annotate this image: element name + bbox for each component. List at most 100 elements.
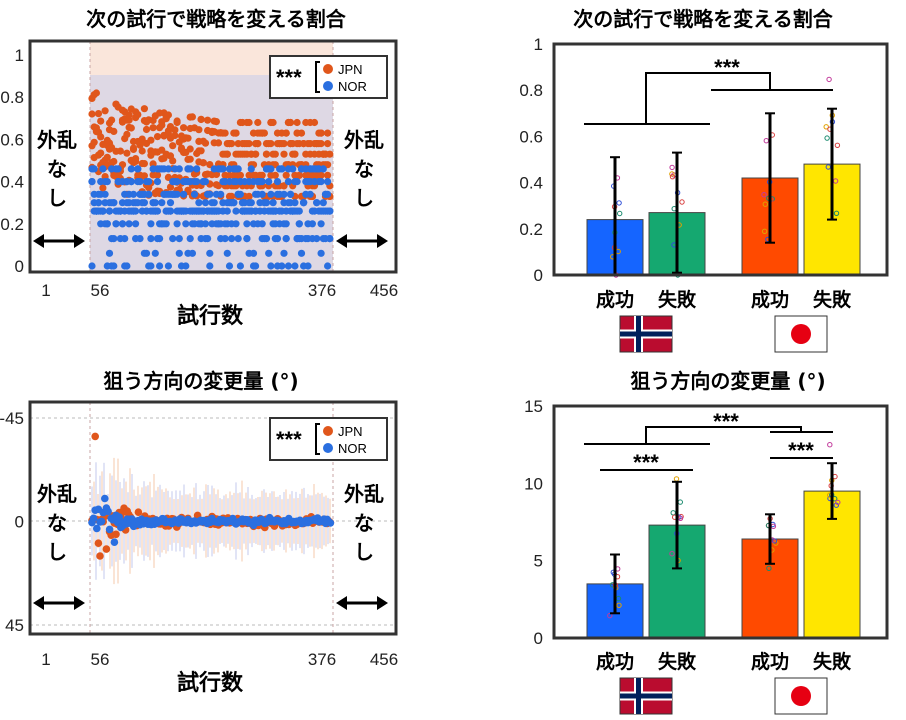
- data-point-nor: [258, 178, 266, 186]
- data-point-nor: [236, 190, 244, 198]
- data-point-nor: [313, 199, 321, 207]
- x-tick-label: 56: [91, 281, 110, 300]
- data-point-nor: [219, 165, 227, 173]
- category-label: 失敗: [658, 650, 697, 673]
- data-point-nor: [228, 235, 236, 243]
- data-point-jpn: [90, 138, 98, 146]
- y-tick-label: 0.4: [0, 173, 24, 192]
- data-point-nor: [247, 199, 255, 207]
- data-point-jpn: [258, 171, 266, 179]
- data-point-nor: [166, 207, 175, 215]
- data-point-jpn: [317, 140, 325, 148]
- data-point-nor: [175, 165, 183, 173]
- data-point-nor: [132, 207, 140, 215]
- data-point-nor: [258, 190, 266, 198]
- data-point-nor: [297, 249, 306, 257]
- subject-dot: [833, 502, 839, 508]
- significance-bracket: [584, 426, 833, 445]
- data-point-jpn: [102, 545, 111, 553]
- data-point-nor: [162, 220, 170, 228]
- x-axis-label: 試行数: [177, 303, 244, 329]
- data-point-nor: [105, 249, 114, 257]
- subject-dot: [762, 201, 768, 207]
- data-point-nor: [156, 235, 164, 243]
- subject-dot: [827, 442, 833, 448]
- legend-label-nor: NOR: [338, 441, 367, 456]
- data-point-nor: [188, 249, 196, 257]
- data-point-nor: [262, 199, 271, 207]
- data-point-nor: [193, 165, 201, 173]
- subject-dot: [673, 476, 680, 482]
- japan-flag: [774, 677, 828, 715]
- x-tick-label: 376: [308, 650, 336, 669]
- category-label: 失敗: [813, 650, 852, 673]
- data-point-jpn: [127, 124, 135, 132]
- data-point-nor: [291, 199, 299, 207]
- data-point-jpn: [138, 147, 146, 155]
- data-point-jpn: [123, 149, 131, 157]
- double-arrow-right: [336, 234, 388, 248]
- data-point-nor: [319, 199, 327, 207]
- data-point-jpn: [101, 107, 109, 115]
- data-point-nor: [156, 262, 164, 270]
- data-point-jpn: [97, 149, 105, 157]
- chart-title: 次の試行で戦略を変える割合: [86, 7, 346, 31]
- data-point-jpn: [324, 140, 332, 148]
- data-point-nor: [278, 262, 286, 270]
- data-point-jpn: [125, 116, 133, 124]
- data-point-jpn: [206, 161, 214, 169]
- subject-dot: [763, 138, 769, 144]
- data-point-jpn: [97, 117, 105, 125]
- data-point-jpn: [140, 105, 148, 113]
- data-point-jpn: [286, 118, 295, 127]
- data-point-jpn: [254, 140, 262, 148]
- side-note-line-1: 外乱: [37, 128, 77, 152]
- data-point-nor: [206, 262, 214, 270]
- data-point-jpn: [267, 140, 275, 148]
- data-point-nor: [101, 190, 109, 198]
- data-point-jpn: [166, 183, 175, 191]
- data-point-nor: [252, 262, 260, 270]
- data-point-nor: [280, 190, 288, 198]
- side-note-line-3: し: [47, 540, 67, 564]
- panel-aim-change-bars: 狙う方向の変更量 (°) 0 5 10 15 *** *** *** 成功 失敗 成功 失敗: [524, 369, 889, 715]
- data-point-nor: [324, 262, 332, 270]
- data-point-nor: [201, 220, 210, 228]
- x-tick-label: 56: [91, 650, 110, 669]
- data-point-jpn: [317, 129, 325, 137]
- data-point-jpn: [280, 150, 288, 158]
- data-point-nor: [175, 235, 183, 243]
- data-point-nor: [180, 190, 188, 198]
- side-note-line-2: な: [47, 511, 67, 535]
- data-point-jpn: [199, 159, 207, 167]
- significance-label: ***: [713, 409, 739, 434]
- data-point-jpn: [245, 192, 253, 200]
- panel-switch-rate-bars: 次の試行で戦略を変える割合 0 0.2 0.4 0.6 0.8 1 *** 成功 失敗 成功 失…: [519, 7, 889, 353]
- data-point-jpn: [97, 133, 105, 141]
- data-point-jpn: [271, 171, 279, 179]
- data-point-nor: [97, 517, 106, 526]
- data-point-jpn: [201, 139, 210, 147]
- legend-marker-jpn: [323, 426, 333, 436]
- data-point-nor: [136, 178, 144, 186]
- data-point-jpn: [158, 121, 166, 129]
- subject-dot: [761, 228, 768, 235]
- data-point-nor: [134, 165, 142, 173]
- data-point-nor: [243, 235, 251, 243]
- data-point-jpn: [149, 124, 157, 132]
- data-point-nor: [317, 249, 325, 257]
- data-point-jpn: [171, 131, 179, 140]
- data-point-jpn: [282, 171, 290, 179]
- data-point-nor: [88, 262, 96, 270]
- data-point-nor: [293, 178, 301, 186]
- data-point-jpn: [186, 145, 194, 153]
- side-note-line-3: し: [354, 186, 374, 210]
- data-point-nor: [147, 220, 155, 228]
- data-point-jpn: [149, 160, 157, 168]
- side-note-line-2: な: [354, 157, 374, 181]
- double-arrow-right: [336, 596, 388, 610]
- data-point-jpn: [223, 150, 231, 158]
- subject-dot: [670, 510, 676, 516]
- y-axis-ticks: 0 5 10 15: [524, 397, 543, 648]
